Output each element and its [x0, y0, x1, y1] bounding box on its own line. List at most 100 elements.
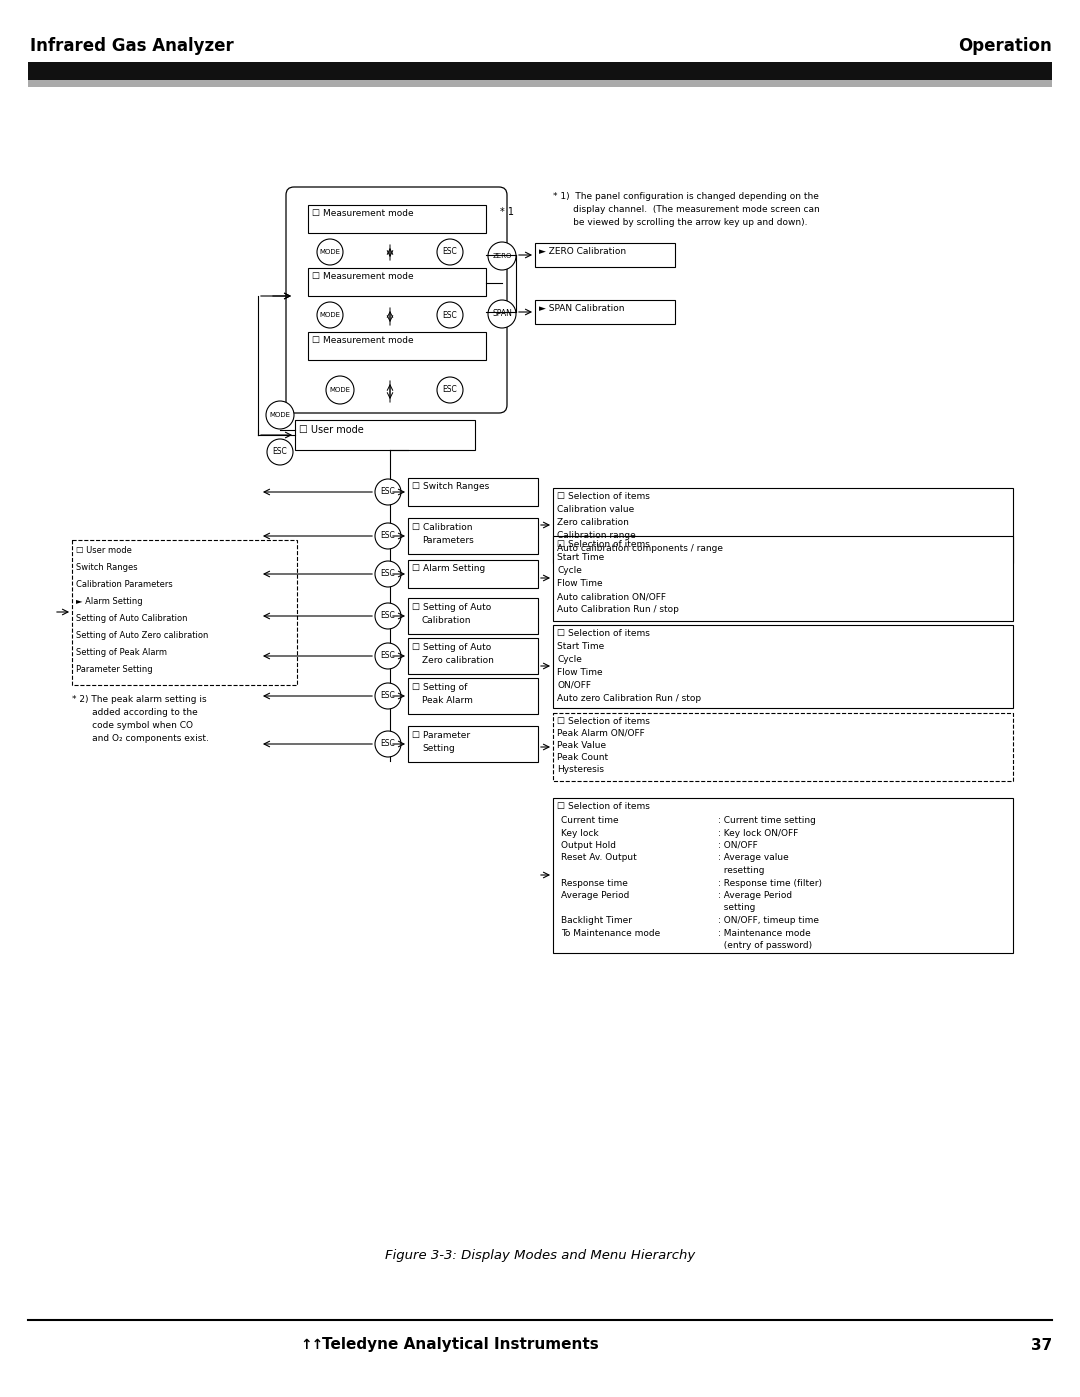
Text: : Key lock ON/OFF: : Key lock ON/OFF [718, 828, 798, 837]
Bar [553, 536, 1013, 622]
Text: ☐ Measurement mode: ☐ Measurement mode [312, 210, 414, 218]
Text: and O₂ components exist.: and O₂ components exist. [72, 733, 208, 743]
Text: Cycle: Cycle [557, 655, 582, 664]
Text: Figure 3-3: Display Modes and Menu Hierarchy: Figure 3-3: Display Modes and Menu Hiera… [384, 1249, 696, 1261]
Circle shape [375, 604, 401, 629]
Text: : ON/OFF: : ON/OFF [718, 841, 758, 849]
Text: ESC: ESC [380, 570, 395, 578]
Circle shape [375, 562, 401, 587]
Text: ☐ Setting of Auto: ☐ Setting of Auto [411, 643, 491, 652]
Text: ESC: ESC [443, 247, 457, 257]
Text: Switch Ranges: Switch Ranges [76, 563, 137, 571]
Text: Calibration range: Calibration range [557, 531, 636, 541]
Text: Peak Count: Peak Count [557, 753, 608, 761]
Text: ON/OFF: ON/OFF [557, 680, 591, 690]
Text: Zero calibration: Zero calibration [422, 657, 494, 665]
Text: ☐ Calibration: ☐ Calibration [411, 522, 473, 532]
Text: To Maintenance mode: To Maintenance mode [561, 929, 660, 937]
Text: ☐ Measurement mode: ☐ Measurement mode [312, 272, 414, 281]
Bar [408, 478, 538, 506]
Text: Setting of Auto Zero calibration: Setting of Auto Zero calibration [76, 631, 208, 640]
Text: ☐ User mode: ☐ User mode [76, 546, 132, 555]
Text: ZERO: ZERO [492, 253, 512, 258]
Circle shape [318, 239, 343, 265]
Text: Auto zero Calibration Run / stop: Auto zero Calibration Run / stop [557, 694, 701, 703]
Bar [408, 598, 538, 634]
Circle shape [375, 643, 401, 669]
Text: ► ZERO Calibration: ► ZERO Calibration [539, 247, 626, 256]
Text: MODE: MODE [320, 312, 340, 319]
Text: ☐ User mode: ☐ User mode [299, 425, 364, 434]
Text: Peak Alarm ON/OFF: Peak Alarm ON/OFF [557, 729, 645, 738]
Bar [72, 541, 297, 685]
Circle shape [488, 242, 516, 270]
Text: Calibration Parameters: Calibration Parameters [76, 580, 173, 590]
Circle shape [375, 522, 401, 549]
Text: ESC: ESC [380, 531, 395, 541]
Bar [308, 332, 486, 360]
Text: ESC: ESC [380, 488, 395, 496]
Text: : Average Period: : Average Period [718, 891, 792, 900]
Text: ESC: ESC [443, 386, 457, 394]
Text: Zero calibration: Zero calibration [557, 518, 629, 527]
Text: Operation: Operation [958, 36, 1052, 54]
Text: Calibration: Calibration [422, 616, 472, 624]
Text: setting: setting [718, 904, 755, 912]
Bar [535, 300, 675, 324]
Text: Setting of Peak Alarm: Setting of Peak Alarm [76, 648, 167, 657]
Text: ☐ Selection of items: ☐ Selection of items [557, 541, 650, 549]
Text: Start Time: Start Time [557, 553, 604, 562]
Circle shape [267, 439, 293, 465]
Text: (entry of password): (entry of password) [718, 942, 812, 950]
Text: ☐ Selection of items: ☐ Selection of items [557, 629, 650, 638]
Text: ☐ Measurement mode: ☐ Measurement mode [312, 337, 414, 345]
Text: : ON/OFF, timeup time: : ON/OFF, timeup time [718, 916, 819, 925]
Text: Setting of Auto Calibration: Setting of Auto Calibration [76, 615, 188, 623]
Text: ☐ Setting of: ☐ Setting of [411, 683, 468, 692]
Text: * 1: * 1 [500, 207, 514, 217]
Text: code symbol when CO: code symbol when CO [72, 721, 193, 731]
Text: Auto calibration components / range: Auto calibration components / range [557, 543, 723, 553]
Bar [553, 712, 1013, 781]
Text: Response time: Response time [561, 879, 627, 887]
Text: ☐ Setting of Auto: ☐ Setting of Auto [411, 604, 491, 612]
Circle shape [488, 300, 516, 328]
Text: Parameter Setting: Parameter Setting [76, 665, 152, 673]
Text: Cycle: Cycle [557, 566, 582, 576]
Text: Backlight Timer: Backlight Timer [561, 916, 632, 925]
Bar [28, 61, 1052, 80]
Text: ESC: ESC [380, 651, 395, 661]
Bar [408, 638, 538, 673]
Text: ☐ Alarm Setting: ☐ Alarm Setting [411, 564, 485, 573]
Text: : Average value: : Average value [718, 854, 788, 862]
Text: Current time: Current time [561, 816, 619, 826]
Text: Peak Value: Peak Value [557, 740, 606, 750]
Text: Parameters: Parameters [422, 536, 474, 545]
Bar [408, 726, 538, 761]
Text: ↑↑: ↑↑ [300, 1338, 323, 1352]
Text: Key lock: Key lock [561, 828, 598, 837]
Text: Flow Time: Flow Time [557, 668, 603, 678]
Bar [408, 518, 538, 555]
Circle shape [266, 401, 294, 429]
Text: added according to the: added according to the [72, 708, 198, 717]
FancyBboxPatch shape [286, 187, 507, 414]
Bar [308, 205, 486, 233]
Circle shape [375, 731, 401, 757]
Text: Teledyne Analytical Instruments: Teledyne Analytical Instruments [322, 1337, 598, 1352]
Text: Average Period: Average Period [561, 891, 630, 900]
Text: ESC: ESC [380, 692, 395, 700]
Text: Calibration value: Calibration value [557, 504, 634, 514]
Text: ESC: ESC [272, 447, 287, 457]
Text: ESC: ESC [380, 612, 395, 620]
Bar [535, 243, 675, 267]
Text: * 1)  The panel configuration is changed depending on the: * 1) The panel configuration is changed … [553, 191, 819, 201]
Text: be viewed by scrolling the arrow key up and down).: be viewed by scrolling the arrow key up … [553, 218, 808, 226]
Text: ☐ Parameter: ☐ Parameter [411, 731, 470, 740]
Text: Reset Av. Output: Reset Av. Output [561, 854, 637, 862]
Text: ESC: ESC [443, 310, 457, 320]
Text: SPAN: SPAN [492, 310, 512, 319]
Bar [553, 798, 1013, 953]
Text: display channel.  (The measurement mode screen can: display channel. (The measurement mode s… [553, 205, 820, 214]
Circle shape [437, 239, 463, 265]
